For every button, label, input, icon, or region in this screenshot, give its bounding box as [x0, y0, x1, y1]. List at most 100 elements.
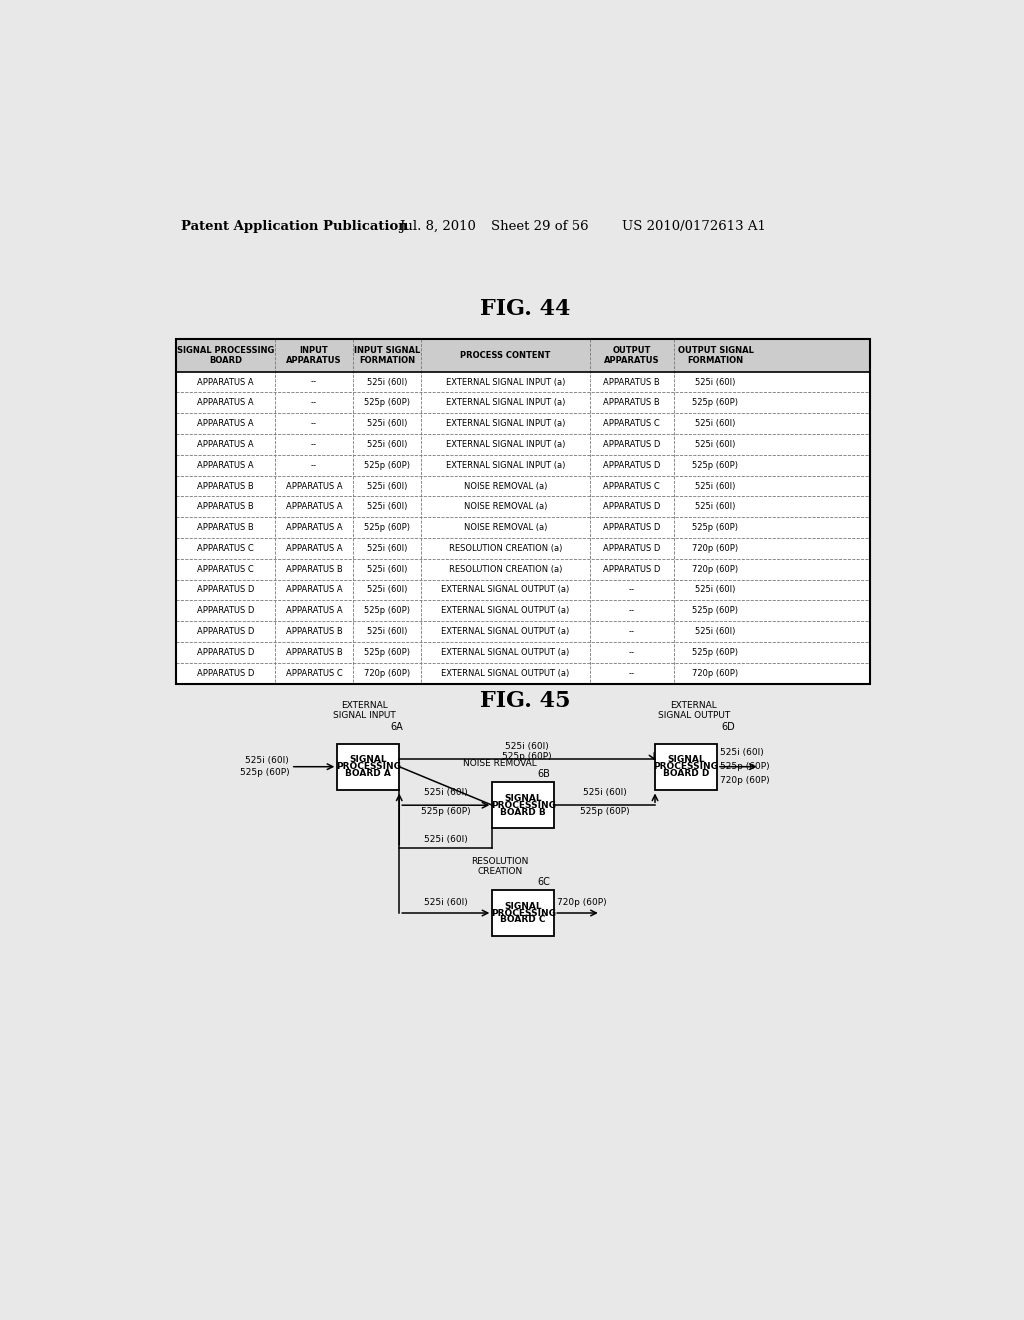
Text: APPARATUS D: APPARATUS D	[197, 648, 254, 657]
Text: 720p (60P): 720p (60P)	[692, 544, 738, 553]
Bar	[493, 890, 554, 936]
Text: EXTERNAL SIGNAL INPUT (a): EXTERNAL SIGNAL INPUT (a)	[445, 378, 565, 387]
Text: SIGNAL: SIGNAL	[505, 902, 542, 911]
Text: --: --	[629, 606, 635, 615]
Text: 525i (60I): 525i (60I)	[695, 627, 735, 636]
Text: APPARATUS B: APPARATUS B	[198, 523, 254, 532]
Text: Jul. 8, 2010: Jul. 8, 2010	[399, 219, 476, 232]
Text: EXTERNAL
SIGNAL OUTPUT: EXTERNAL SIGNAL OUTPUT	[657, 701, 730, 721]
Bar	[493, 781, 554, 829]
Text: 6B: 6B	[538, 770, 550, 779]
Text: 6D: 6D	[721, 722, 734, 731]
Text: 525p (60P): 525p (60P)	[503, 751, 552, 760]
Text: PROCESSING: PROCESSING	[336, 762, 400, 771]
Text: 525p (60P): 525p (60P)	[692, 648, 738, 657]
Text: --: --	[311, 399, 317, 408]
Text: EXTERNAL
SIGNAL INPUT: EXTERNAL SIGNAL INPUT	[333, 701, 395, 721]
Text: APPARATUS D: APPARATUS D	[603, 523, 660, 532]
Text: --: --	[629, 627, 635, 636]
Text: APPARATUS A: APPARATUS A	[286, 544, 342, 553]
Text: APPARATUS C: APPARATUS C	[286, 669, 342, 677]
Text: APPARATUS D: APPARATUS D	[197, 586, 254, 594]
Text: 6A: 6A	[390, 722, 402, 731]
Text: 525i (60I): 525i (60I)	[695, 586, 735, 594]
Text: 525p (60P): 525p (60P)	[720, 762, 770, 771]
Text: APPARATUS C: APPARATUS C	[198, 544, 254, 553]
Text: US 2010/0172613 A1: US 2010/0172613 A1	[623, 219, 766, 232]
Text: FIG. 44: FIG. 44	[479, 297, 570, 319]
Text: 525i (60I): 525i (60I)	[695, 482, 735, 491]
Text: 525p (60P): 525p (60P)	[364, 606, 410, 615]
Text: APPARATUS D: APPARATUS D	[197, 669, 254, 677]
Text: 525i (60I): 525i (60I)	[367, 503, 407, 511]
Text: FIG. 45: FIG. 45	[479, 690, 570, 713]
Text: PROCESS CONTENT: PROCESS CONTENT	[460, 351, 551, 360]
Text: 525i (60I): 525i (60I)	[246, 756, 289, 766]
Text: OUTPUT SIGNAL
FORMATION: OUTPUT SIGNAL FORMATION	[678, 346, 754, 366]
Text: PROCESSING: PROCESSING	[653, 762, 719, 771]
Text: INPUT
APPARATUS: INPUT APPARATUS	[287, 346, 342, 366]
Text: 525p (60P): 525p (60P)	[364, 461, 410, 470]
Text: --: --	[311, 420, 317, 428]
Text: NOISE REMOVAL (a): NOISE REMOVAL (a)	[464, 482, 547, 491]
Text: SIGNAL: SIGNAL	[349, 755, 387, 764]
Text: 525p (60P): 525p (60P)	[580, 807, 630, 816]
Text: BOARD D: BOARD D	[663, 770, 710, 777]
Text: 525p (60P): 525p (60P)	[692, 606, 738, 615]
Text: 525p (60P): 525p (60P)	[692, 523, 738, 532]
Text: BOARD A: BOARD A	[345, 770, 391, 777]
Text: 525i (60I): 525i (60I)	[367, 586, 407, 594]
Text: APPARATUS A: APPARATUS A	[198, 399, 254, 408]
Text: EXTERNAL SIGNAL OUTPUT (a): EXTERNAL SIGNAL OUTPUT (a)	[441, 606, 569, 615]
Bar	[176, 339, 870, 684]
Text: APPARATUS B: APPARATUS B	[286, 648, 342, 657]
Text: EXTERNAL SIGNAL OUTPUT (a): EXTERNAL SIGNAL OUTPUT (a)	[441, 586, 569, 594]
Text: 525i (60I): 525i (60I)	[367, 378, 407, 387]
Text: 525i (60I): 525i (60I)	[367, 420, 407, 428]
Text: Sheet 29 of 56: Sheet 29 of 56	[490, 219, 589, 232]
Text: RESOLUTION CREATION (a): RESOLUTION CREATION (a)	[449, 565, 562, 574]
Text: 720p (60P): 720p (60P)	[364, 669, 410, 677]
Text: 720p (60P): 720p (60P)	[557, 898, 607, 907]
Text: --: --	[311, 461, 317, 470]
Text: 525i (60I): 525i (60I)	[695, 420, 735, 428]
Text: APPARATUS D: APPARATUS D	[603, 461, 660, 470]
Text: BOARD C: BOARD C	[501, 916, 546, 924]
Text: 525p (60P): 525p (60P)	[364, 399, 410, 408]
Text: APPARATUS B: APPARATUS B	[286, 627, 342, 636]
Text: APPARATUS D: APPARATUS D	[197, 606, 254, 615]
Text: 720p (60P): 720p (60P)	[720, 776, 770, 785]
Text: 525i (60I): 525i (60I)	[424, 898, 468, 907]
Text: OUTPUT
APPARATUS: OUTPUT APPARATUS	[604, 346, 659, 366]
Text: 525i (60I): 525i (60I)	[583, 788, 627, 797]
Text: 525p (60P): 525p (60P)	[240, 768, 289, 777]
Text: SIGNAL: SIGNAL	[505, 793, 542, 803]
Text: RESOLUTION CREATION (a): RESOLUTION CREATION (a)	[449, 544, 562, 553]
Text: APPARATUS C: APPARATUS C	[198, 565, 254, 574]
Text: APPARATUS A: APPARATUS A	[286, 503, 342, 511]
Text: PROCESSING: PROCESSING	[490, 801, 556, 809]
Text: 525i (60I): 525i (60I)	[424, 834, 468, 843]
Text: APPARATUS B: APPARATUS B	[198, 503, 254, 511]
Text: 525i (60I): 525i (60I)	[367, 440, 407, 449]
Text: 525i (60I): 525i (60I)	[695, 440, 735, 449]
Text: APPARATUS D: APPARATUS D	[197, 627, 254, 636]
Bar	[337, 743, 399, 789]
Text: 6C: 6C	[538, 878, 550, 887]
Bar	[655, 743, 717, 789]
Text: 525i (60I): 525i (60I)	[367, 482, 407, 491]
Text: --: --	[629, 669, 635, 677]
Text: 525p (60P): 525p (60P)	[364, 648, 410, 657]
Text: SIGNAL PROCESSING
BOARD: SIGNAL PROCESSING BOARD	[177, 346, 274, 366]
Text: EXTERNAL SIGNAL INPUT (a): EXTERNAL SIGNAL INPUT (a)	[445, 461, 565, 470]
Text: 720p (60P): 720p (60P)	[692, 669, 738, 677]
Text: --: --	[311, 378, 317, 387]
Text: EXTERNAL SIGNAL OUTPUT (a): EXTERNAL SIGNAL OUTPUT (a)	[441, 648, 569, 657]
Text: APPARATUS A: APPARATUS A	[198, 461, 254, 470]
Text: 525p (60P): 525p (60P)	[692, 461, 738, 470]
Text: 525i (60I): 525i (60I)	[367, 544, 407, 553]
Text: APPARATUS B: APPARATUS B	[286, 565, 342, 574]
Text: APPARATUS A: APPARATUS A	[286, 523, 342, 532]
Text: APPARATUS B: APPARATUS B	[603, 378, 660, 387]
Text: APPARATUS A: APPARATUS A	[286, 482, 342, 491]
